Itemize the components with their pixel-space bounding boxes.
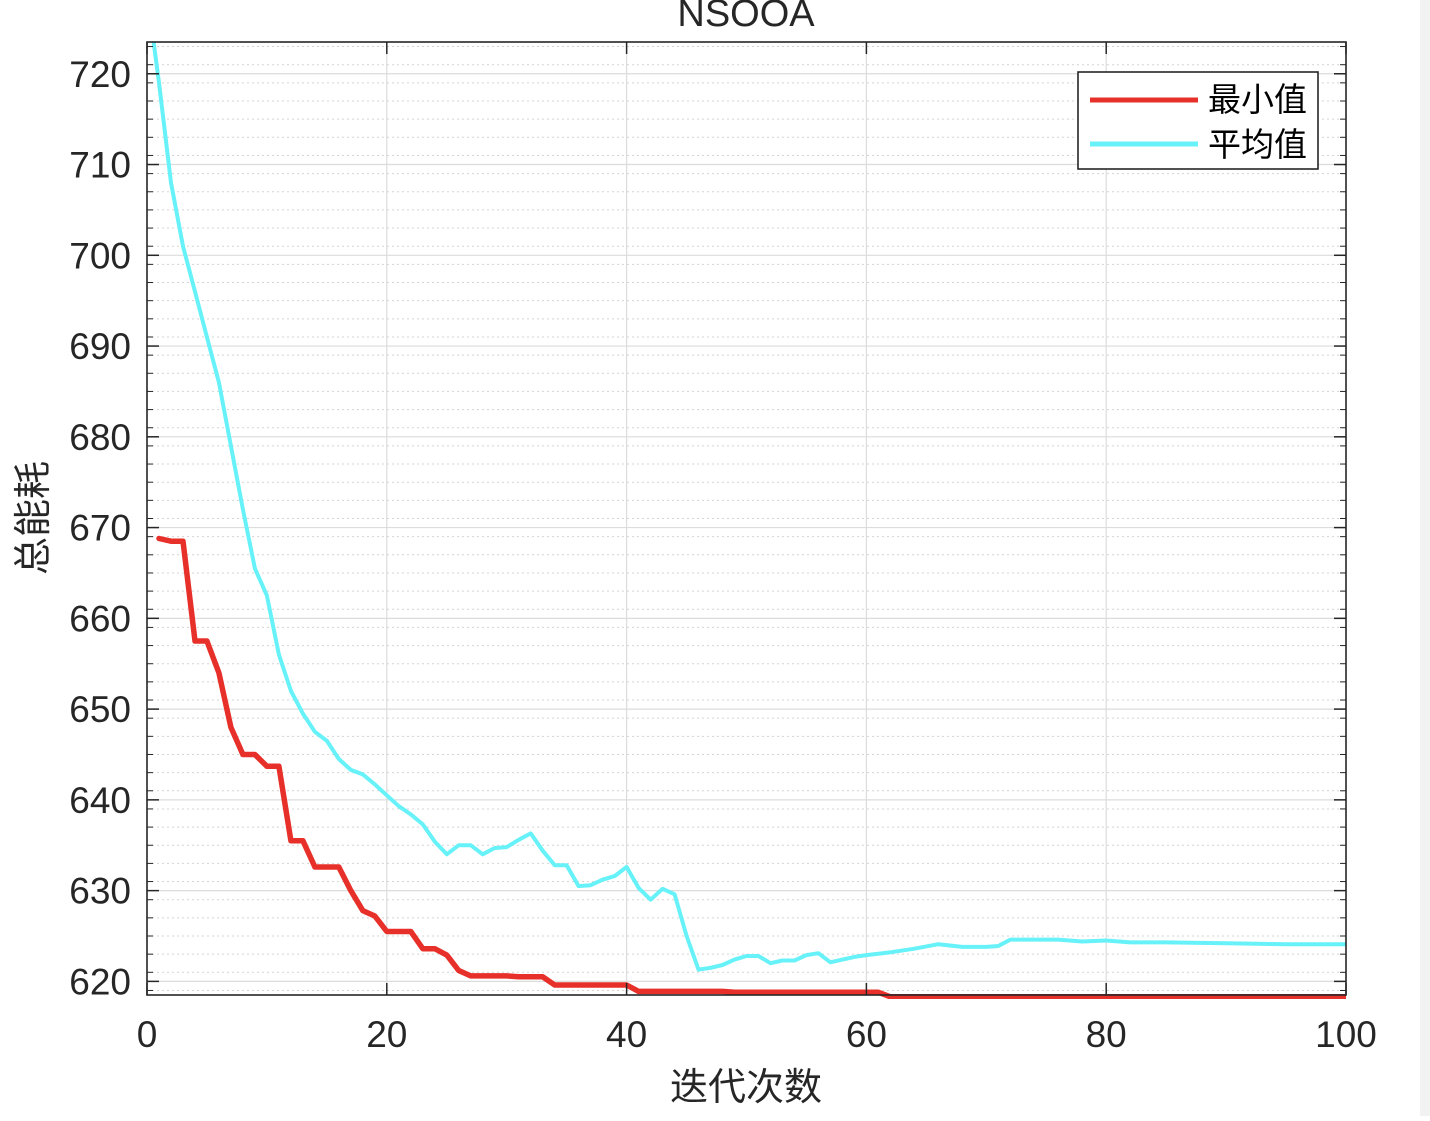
legend-label-min: 最小值 [1208, 81, 1307, 118]
window-edge [1420, 0, 1430, 1116]
x-axis-title: 迭代次数 [670, 1067, 822, 1109]
x-tick-label: 0 [137, 1014, 158, 1055]
x-tick-label: 100 [1315, 1014, 1377, 1055]
y-tick-label: 720 [69, 54, 131, 95]
x-tick-labels: 0 20 40 60 80 100 [137, 1014, 1377, 1055]
y-tick-label: 620 [69, 961, 131, 1002]
y-tick-label: 690 [69, 326, 131, 367]
y-tick-label: 640 [69, 780, 131, 821]
y-tick-label: 680 [69, 417, 131, 458]
y-tick-label: 650 [69, 689, 131, 730]
y-tick-label: 630 [69, 871, 131, 912]
x-tick-label: 20 [366, 1014, 407, 1055]
y-tick-label: 670 [69, 508, 131, 549]
major-grid [147, 42, 1346, 995]
series-line-min [156, 535, 1346, 999]
axis-ticks [146, 42, 1347, 995]
legend-box [1077, 71, 1319, 170]
series-layer [151, 42, 1346, 999]
legend: 最小值 平均值 [1077, 71, 1319, 170]
x-tick-label: 40 [606, 1014, 647, 1055]
legend-label-avg: 平均值 [1208, 126, 1307, 163]
y-tick-label: 700 [69, 235, 131, 276]
y-axis-title: 总能耗 [13, 461, 55, 575]
x-tick-label: 80 [1086, 1014, 1127, 1055]
chart-title: NSOOA [677, 0, 815, 35]
series-line-avg [151, 42, 1346, 972]
y-tick-labels: 620 630 640 650 660 670 680 690 700 710 720 [69, 54, 131, 1003]
plot-background [147, 42, 1346, 995]
y-tick-label: 710 [69, 145, 131, 186]
x-tick-label: 60 [846, 1014, 887, 1055]
y-tick-label: 660 [69, 598, 131, 639]
